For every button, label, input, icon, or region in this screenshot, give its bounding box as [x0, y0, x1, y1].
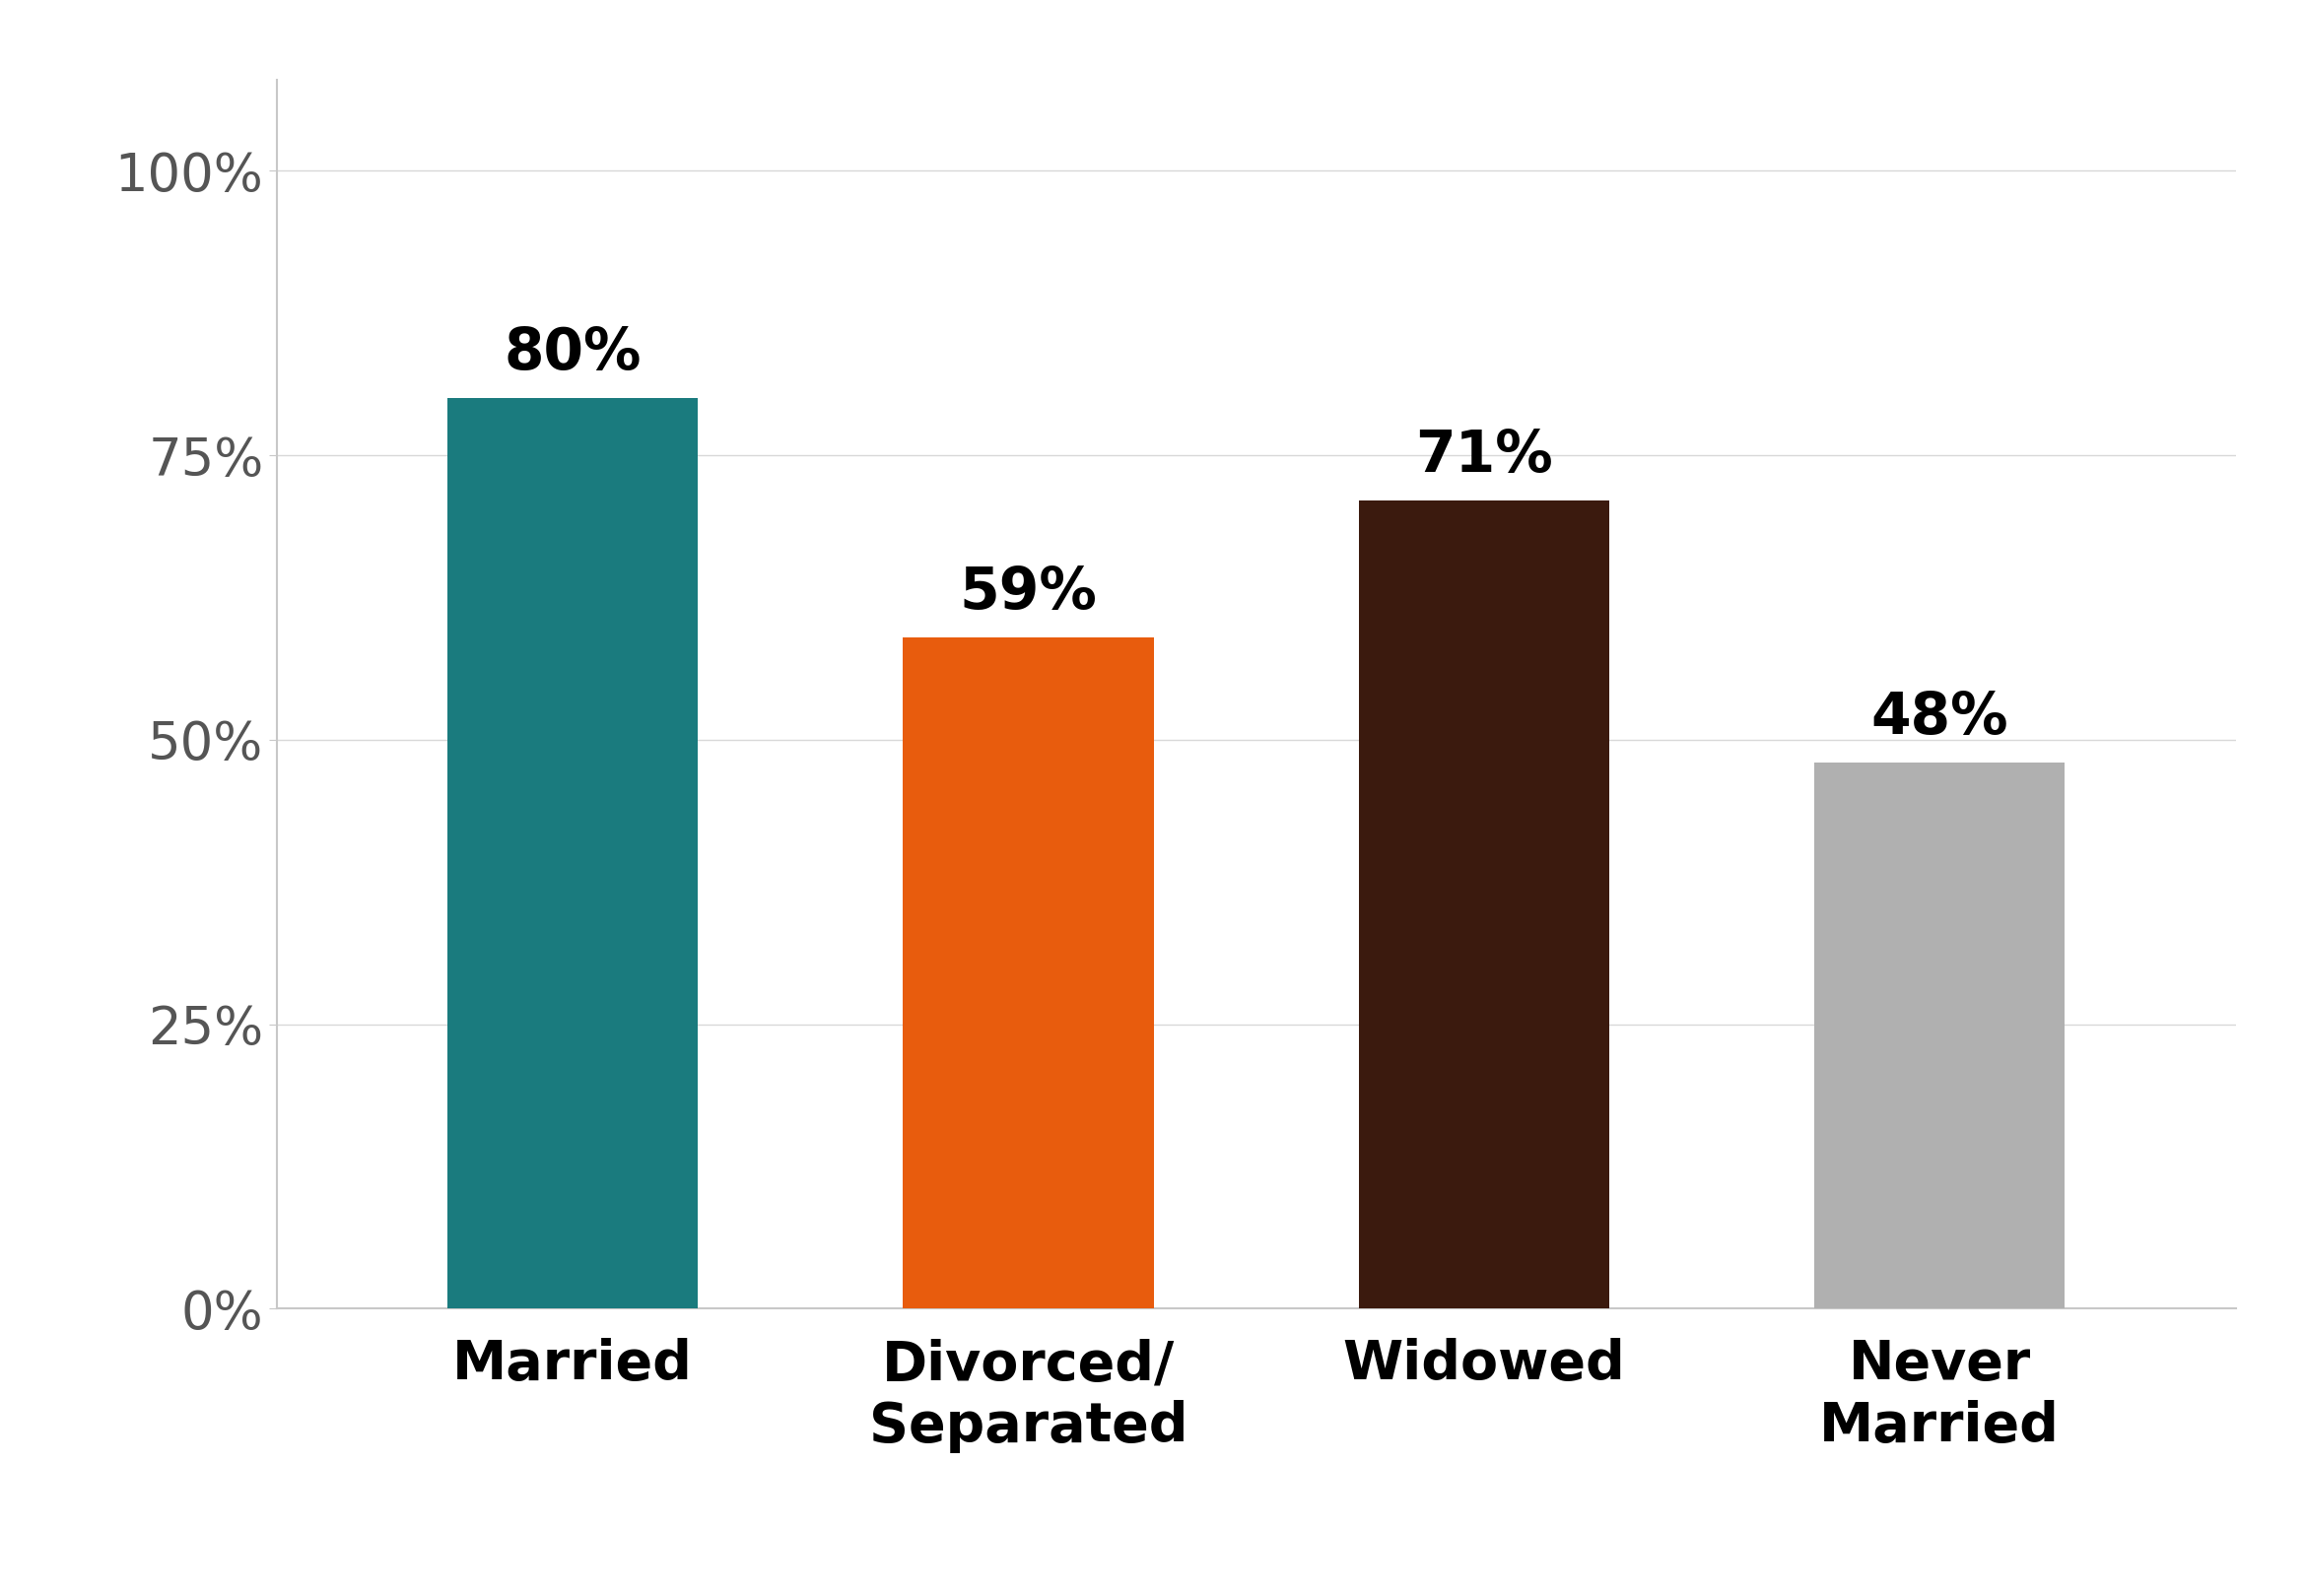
Bar [1814, 763, 2065, 1309]
Text: 48%: 48% [1872, 689, 2008, 745]
Bar [1358, 501, 1609, 1309]
Text: 80%: 80% [505, 326, 641, 381]
Text: 71%: 71% [1415, 428, 1554, 484]
Bar [904, 637, 1155, 1309]
Bar [447, 399, 698, 1309]
Text: 59%: 59% [959, 563, 1097, 621]
